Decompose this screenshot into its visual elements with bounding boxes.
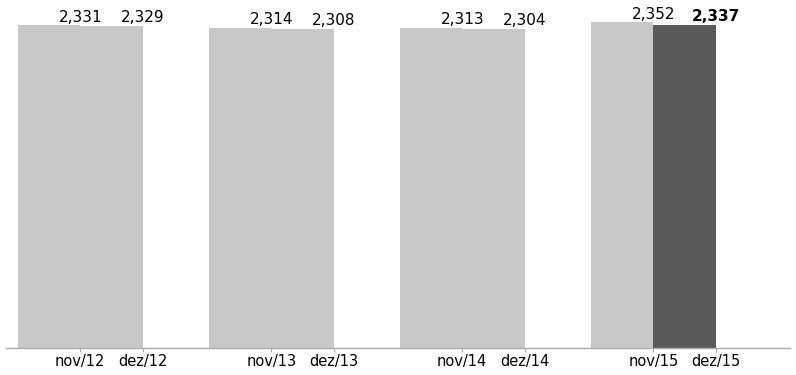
- Text: 2,308: 2,308: [312, 13, 356, 28]
- Text: 2,329: 2,329: [121, 10, 165, 25]
- Bar: [654, 24, 716, 348]
- Bar: [80, 26, 142, 348]
- Text: 2,331: 2,331: [58, 10, 102, 25]
- Bar: [591, 22, 654, 348]
- Bar: [271, 28, 334, 348]
- Text: 2,337: 2,337: [692, 9, 740, 24]
- Text: 2,352: 2,352: [631, 7, 675, 22]
- Bar: [18, 26, 80, 348]
- Bar: [462, 29, 525, 348]
- Bar: [209, 28, 271, 348]
- Bar: [400, 28, 462, 348]
- Text: 2,304: 2,304: [503, 13, 547, 28]
- Text: 2,313: 2,313: [440, 12, 484, 27]
- Text: 2,314: 2,314: [249, 12, 293, 27]
